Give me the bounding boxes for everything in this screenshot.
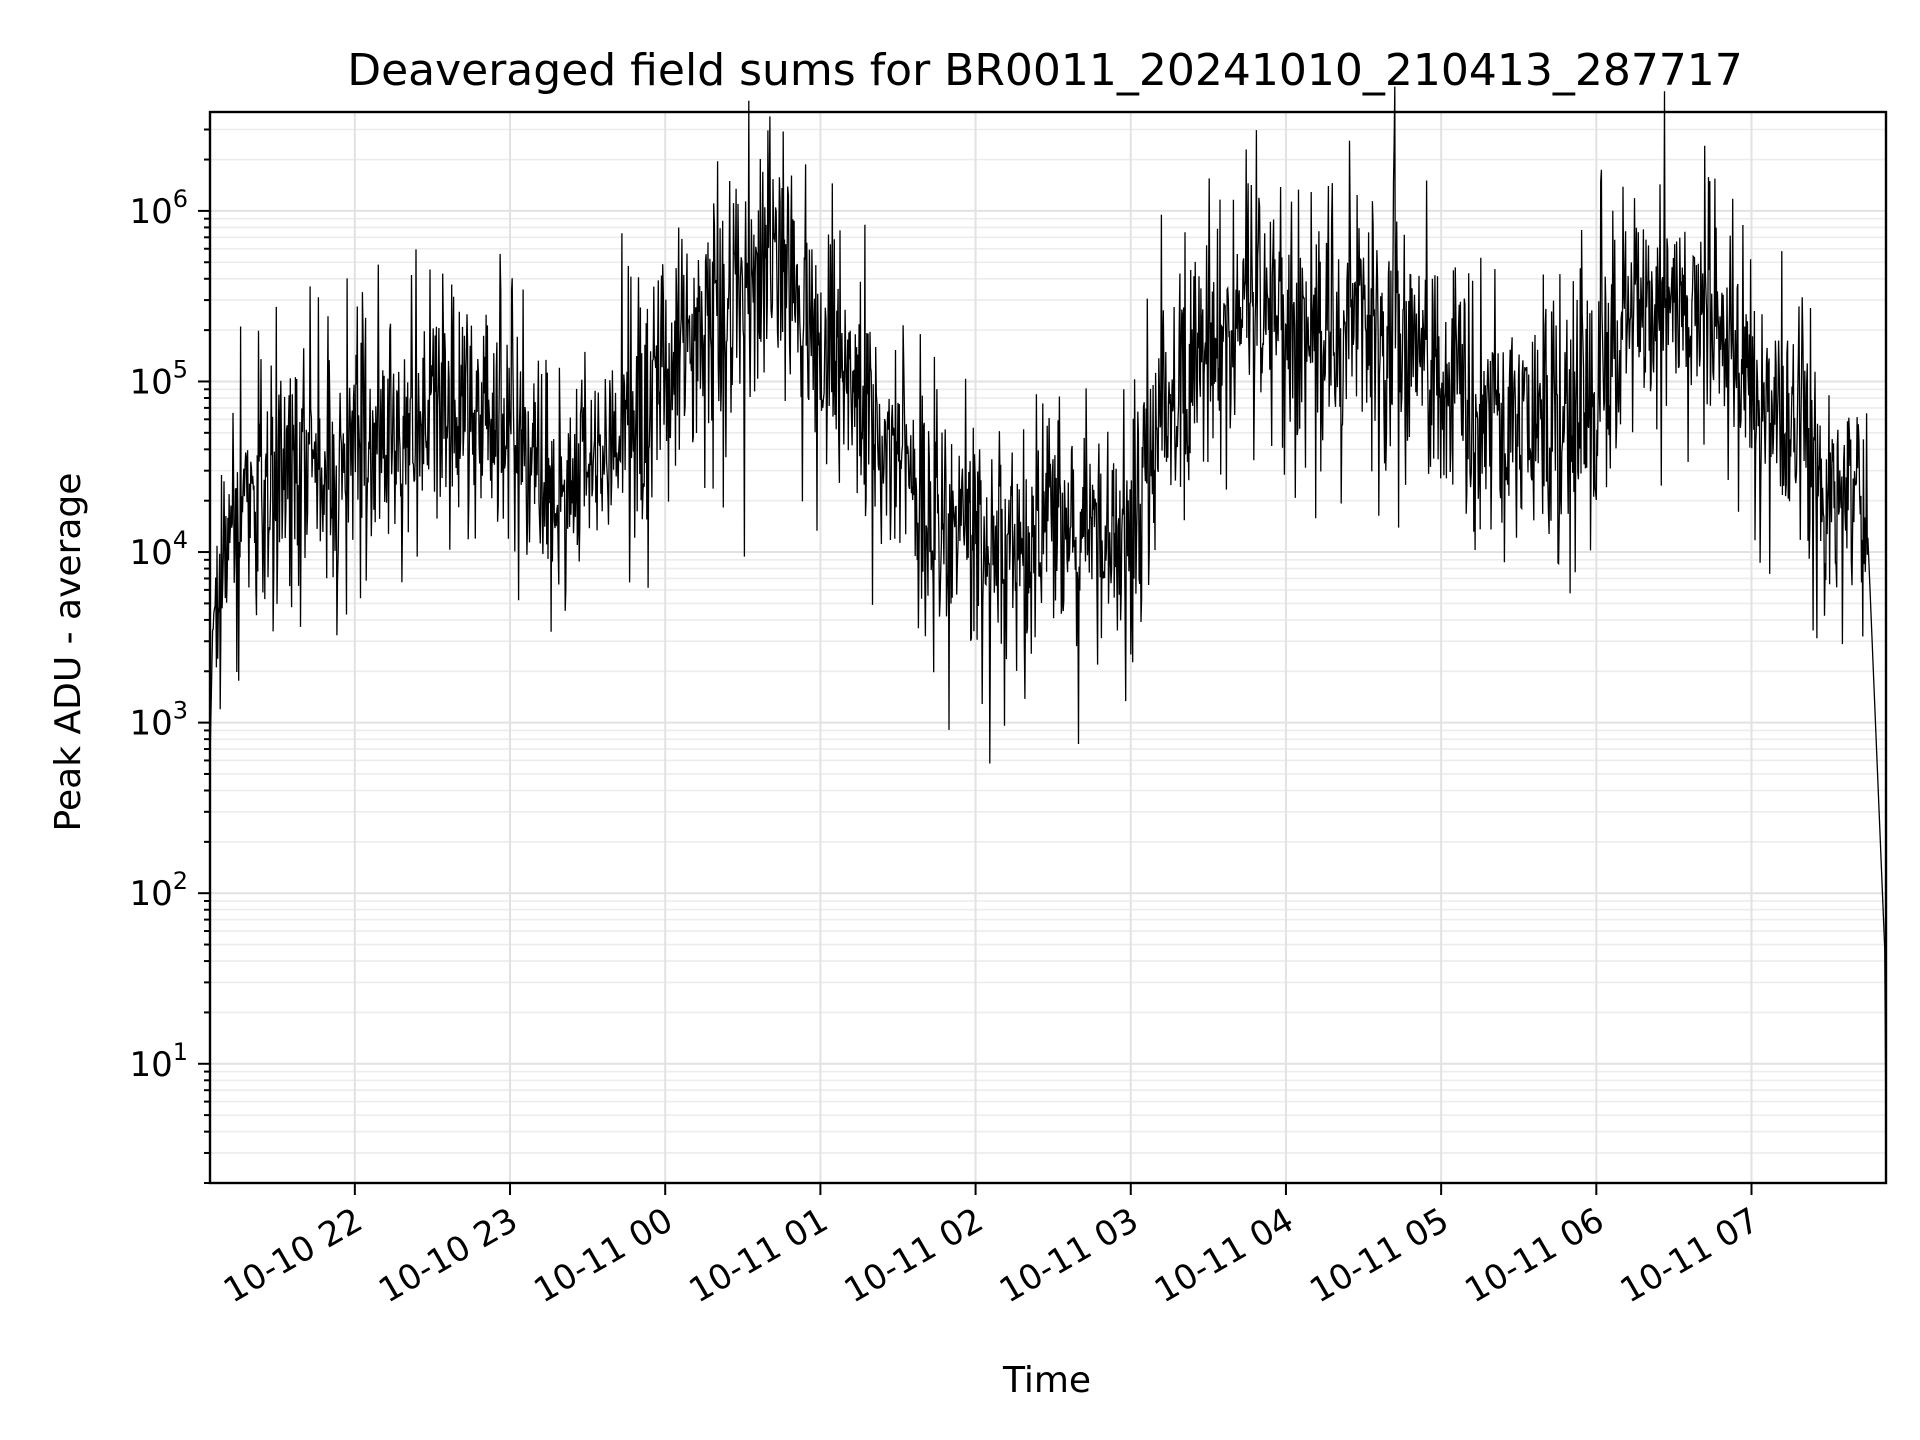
plot-frame — [208, 110, 1888, 1185]
x-axis-label: Time — [1002, 1360, 1091, 1401]
y-tick-label: 105 — [129, 355, 188, 402]
y-axis-label: Peak ADU - average — [48, 473, 89, 832]
y-tick-label: 104 — [129, 526, 188, 573]
y-tick-label: 103 — [129, 697, 188, 744]
series-line — [209, 86, 1887, 1132]
y-tick-label: 102 — [129, 867, 188, 914]
y-tick-label: 101 — [129, 1038, 188, 1085]
y-tick-label: 106 — [129, 185, 188, 232]
series-layer — [209, 86, 1887, 1132]
chart-title: Deaveraged field sums for BR0011_2024101… — [347, 45, 1743, 96]
